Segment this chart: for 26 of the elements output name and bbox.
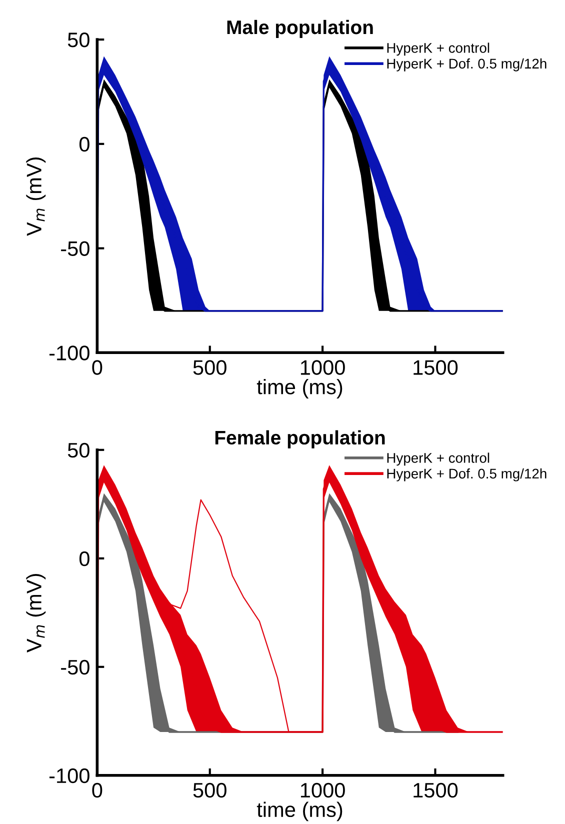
x-tick-label: 0 [92, 360, 102, 375]
y-tick-label: 50 [68, 32, 90, 48]
y-tick-label: 50 [68, 442, 90, 458]
legend-label: HyperK + control [387, 42, 490, 56]
y-tick-label: -100 [49, 346, 90, 360]
y-tick-label: -50 [61, 660, 90, 675]
chart-title: Male population [227, 20, 373, 38]
x-axis-title: time (ms) [256, 802, 342, 822]
legend-label: HyperK + control [387, 452, 490, 466]
legend-label: HyperK + Dof. 0.5 mg/12h [387, 58, 546, 72]
x-axis-title: time (ms) [256, 379, 342, 398]
chart-title: Female population [215, 430, 385, 448]
x-tick-label: 0 [92, 782, 102, 798]
y-tick-label: -100 [49, 768, 90, 784]
y-axis-title: V$_{m}$ (mV) [26, 158, 46, 236]
x-tick-label: 1500 [414, 360, 458, 375]
y-tick-label: 0 [79, 136, 90, 152]
x-tick-label: 1500 [414, 782, 458, 798]
x-tick-label: 500 [193, 360, 226, 375]
y-axis-title: V$_{m}$ (mV) [26, 574, 46, 652]
x-tick-label: 1000 [300, 360, 345, 375]
x-tick-label: 500 [193, 782, 226, 798]
y-tick-label: 0 [79, 551, 90, 566]
y-tick-label: -50 [61, 241, 90, 256]
legend-label: HyperK + Dof. 0.5 mg/12h [387, 468, 546, 482]
x-tick-label: 1000 [300, 782, 345, 798]
